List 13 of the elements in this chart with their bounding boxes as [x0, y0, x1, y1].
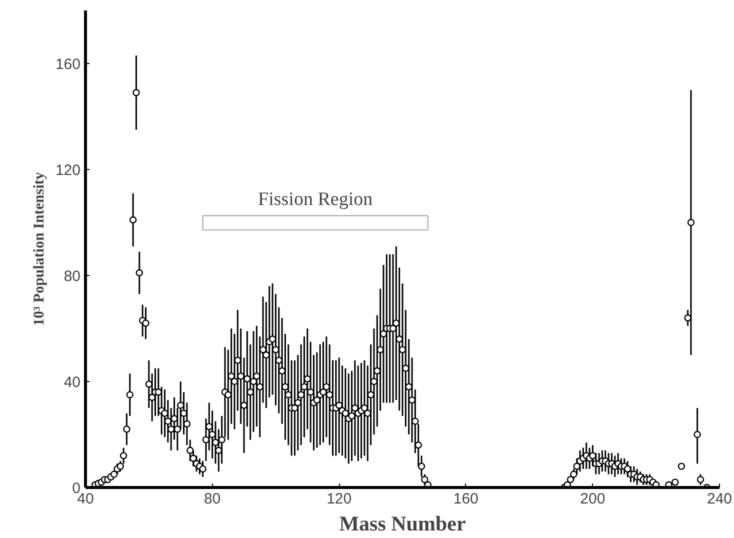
x-tick-label: 160 — [453, 490, 478, 508]
y-tick-label: 80 — [64, 268, 81, 285]
y-axis-title: 10³ Population Intensity — [31, 172, 48, 326]
y-tick-label: 0 — [72, 480, 80, 497]
annotation: Fission Region — [258, 188, 374, 210]
x-tick-label: 80 — [204, 490, 221, 508]
x-axis-title: Mass Number — [339, 512, 466, 536]
y-tick-label: 120 — [55, 162, 81, 179]
y-tick-label: 160 — [55, 56, 81, 73]
x-tick-label: 120 — [326, 490, 352, 508]
x-tick-label: 200 — [580, 490, 606, 508]
x-tick-label: 240 — [706, 490, 732, 508]
y-tick-label: 40 — [64, 374, 81, 391]
